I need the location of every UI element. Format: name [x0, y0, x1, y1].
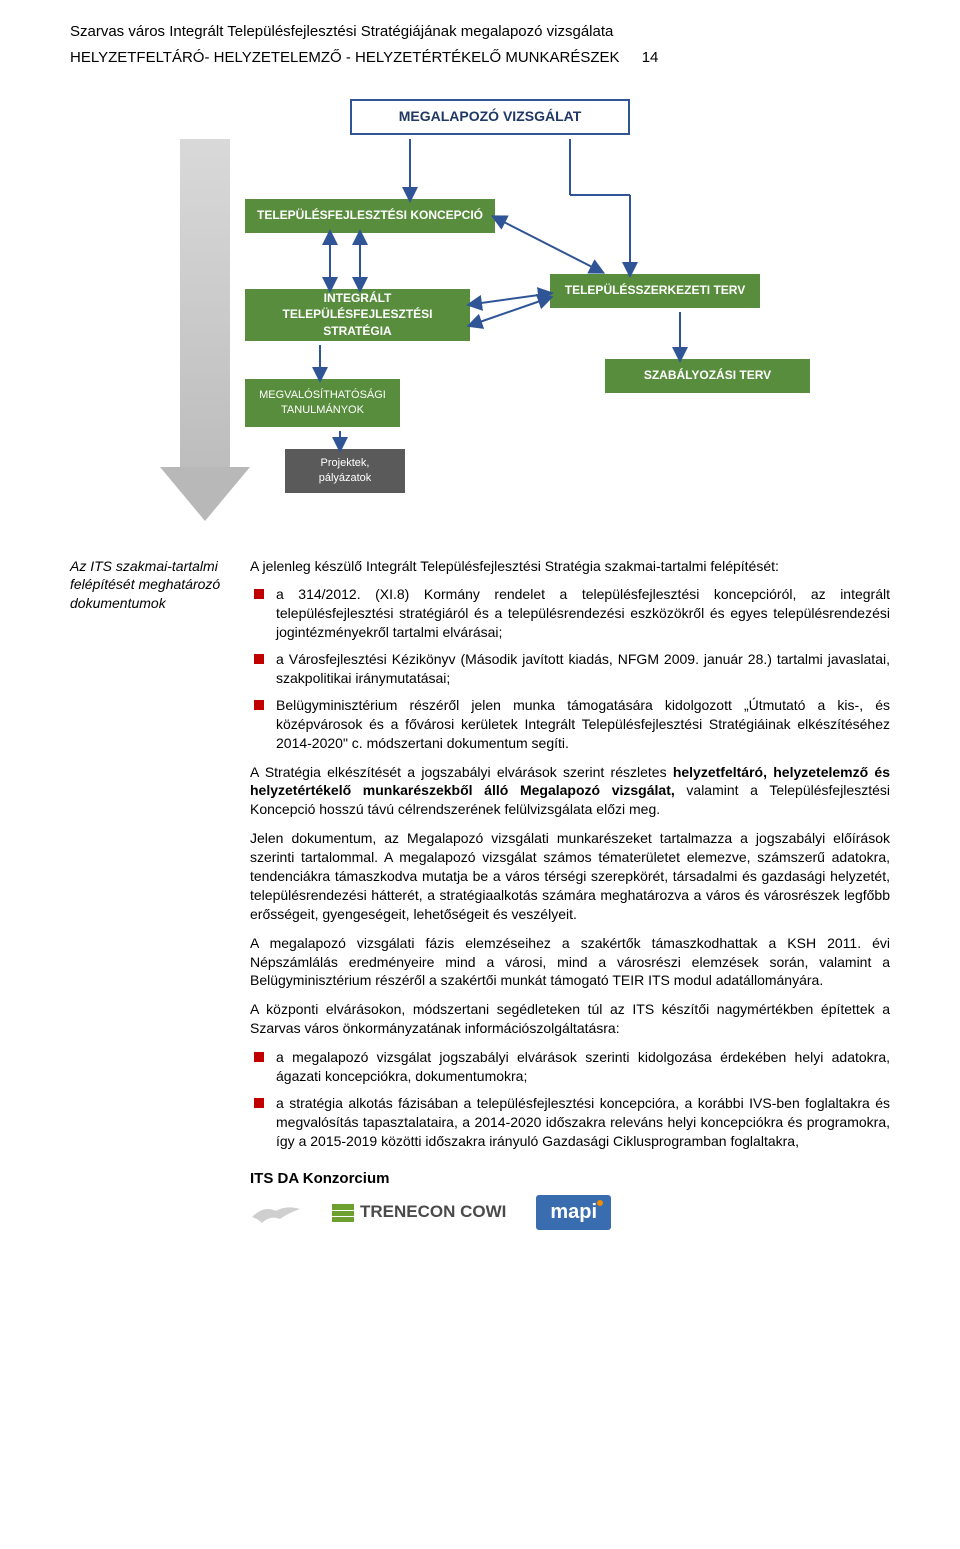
trenecon-bars-icon: [332, 1204, 354, 1222]
body-row: Az ITS szakmai-tartalmi felépítését megh…: [70, 557, 890, 1231]
box-projektek: Projektek, pályázatok: [285, 449, 405, 493]
flow-arrow-icon: [160, 139, 250, 521]
header-subtitle-row: HELYZETFELTÁRÓ- HELYZETELEMZŐ - HELYZETÉ…: [70, 48, 890, 68]
box-szerkezeti: TELEPÜLÉSSZERKEZETI TERV: [550, 274, 760, 308]
list-item: a Városfejlesztési Kézikönyv (Második ja…: [250, 650, 890, 688]
paragraph-2: Jelen dokumentum, az Megalapozó vizsgála…: [250, 829, 890, 923]
footer: ITS DA Konzorcium TRENECON COWI mapi: [250, 1169, 890, 1231]
trenecon-logo: TRENECON COWI: [332, 1201, 506, 1224]
list-item: a stratégia alkotás fázisában a települé…: [250, 1094, 890, 1151]
main-content: A jelenleg készülő Integrált Településfe…: [250, 557, 890, 1231]
box-koncepcio: TELEPÜLÉSFEJLESZTÉSI KONCEPCIÓ: [245, 199, 495, 233]
bullet-list-2: a megalapozó vizsgálat jogszabályi elvár…: [250, 1048, 890, 1150]
box-its: INTEGRÁLT TELEPÜLÉSFEJLESZTÉSI STRATÉGIA: [245, 289, 470, 341]
side-label: Az ITS szakmai-tartalmi felépítését megh…: [70, 557, 230, 1231]
trenecon-text: TRENECON COWI: [360, 1201, 506, 1224]
list-item: a 314/2012. (XI.8) Kormány rendelet a te…: [250, 585, 890, 642]
page-number: 14: [642, 48, 659, 68]
box-megvalosithatosagi: MEGVALÓSÍTHATÓSÁGI TANULMÁNYOK: [245, 379, 400, 427]
intro-text: A jelenleg készülő Integrált Településfe…: [250, 557, 890, 576]
list-item: a megalapozó vizsgálat jogszabályi elvár…: [250, 1048, 890, 1086]
header-subtitle: HELYZETFELTÁRÓ- HELYZETELEMZŐ - HELYZETÉ…: [70, 49, 620, 66]
page-container: Szarvas város Integrált Településfejlesz…: [0, 0, 960, 1261]
p1-pre: A Stratégia elkészítését a jogszabályi e…: [250, 764, 673, 780]
consortium-name: ITS DA Konzorcium: [250, 1169, 890, 1189]
bullet-list-1: a 314/2012. (XI.8) Kormány rendelet a te…: [250, 585, 890, 752]
logo-row: TRENECON COWI mapi: [250, 1195, 890, 1231]
box-szabalyozasi: SZABÁLYOZÁSI TERV: [605, 359, 810, 393]
paragraph-1: A Stratégia elkészítését a jogszabályi e…: [250, 763, 890, 820]
header-title: Szarvas város Integrált Településfejlesz…: [70, 22, 890, 42]
diagram: MEGALAPOZÓ VIZSGÁLAT TELEPÜLÉSFEJLESZTÉS…: [130, 99, 830, 529]
paragraph-4: A központi elvárásokon, módszertani segé…: [250, 1000, 890, 1038]
paragraph-3: A megalapozó vizsgálati fázis elemzéseih…: [250, 934, 890, 991]
diagram-title-box: MEGALAPOZÓ VIZSGÁLAT: [350, 99, 630, 135]
bird-icon: [250, 1195, 302, 1231]
mapi-logo: mapi: [536, 1195, 611, 1230]
list-item: Belügyminisztérium részéről jelen munka …: [250, 696, 890, 753]
